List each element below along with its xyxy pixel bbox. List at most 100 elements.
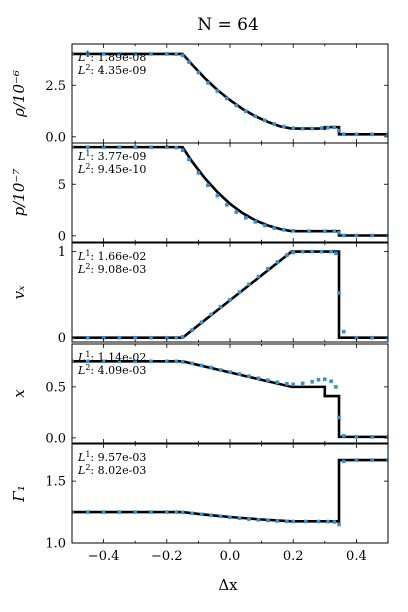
data-point (133, 145, 137, 149)
simulation-points-x (72, 359, 388, 439)
y-tick-label: 5 (58, 178, 66, 193)
data-point (337, 230, 341, 235)
data-point (323, 377, 327, 382)
data-point (237, 372, 242, 376)
data-point (72, 145, 74, 149)
y-tick-label: 1.0 (45, 537, 66, 552)
data-point (341, 459, 346, 464)
data-point (190, 328, 194, 332)
y-axis-label-x: x (10, 389, 28, 398)
error-l2-key: L (77, 364, 85, 377)
data-point (256, 274, 261, 279)
data-point (275, 260, 280, 264)
error-l1-key: L (77, 451, 85, 464)
data-point (253, 114, 258, 118)
data-point (165, 52, 169, 56)
data-point (149, 359, 153, 364)
data-point (199, 320, 204, 324)
data-point (174, 335, 179, 340)
data-point (386, 132, 388, 137)
error-l1-sup: 1 (85, 350, 90, 359)
data-point (149, 335, 153, 340)
simulation-points-rho (72, 52, 388, 137)
data-point (117, 510, 122, 514)
data-point (291, 126, 295, 130)
error-l1-gamma: L1: 9.57e-03 (77, 450, 146, 464)
data-point (329, 249, 333, 254)
data-point (86, 335, 90, 340)
data-point (300, 249, 305, 254)
data-point (228, 298, 232, 302)
data-point (341, 233, 346, 238)
data-point (337, 128, 341, 133)
error-l2-x: L2: 4.09e-03 (77, 363, 146, 377)
data-point (165, 145, 169, 149)
error-l2-sup: 2 (85, 363, 90, 372)
data-point (196, 70, 201, 75)
data-point (281, 124, 286, 129)
data-point (117, 52, 122, 56)
data-point (218, 304, 223, 309)
error-l1-value: : 9.57e-03 (90, 451, 146, 464)
x-tick-label: 0.4 (346, 549, 367, 564)
data-point (72, 52, 74, 56)
data-point (86, 359, 90, 364)
data-point (133, 510, 137, 514)
y-tick-label: 0.0 (45, 130, 66, 145)
error-l1-sup: 1 (85, 249, 90, 258)
data-point (228, 515, 232, 520)
error-l2-key: L (77, 464, 85, 477)
data-point (218, 514, 223, 519)
data-point (228, 370, 232, 374)
data-point (149, 52, 153, 56)
data-point (262, 223, 267, 228)
error-l2-sup: 2 (85, 463, 90, 472)
data-point (291, 229, 295, 233)
data-point (291, 519, 295, 524)
data-point (244, 109, 248, 114)
data-point (234, 210, 239, 214)
data-point (133, 359, 137, 364)
data-point (86, 145, 90, 149)
data-point (247, 282, 251, 287)
data-point (304, 519, 308, 524)
data-point (149, 510, 153, 514)
data-point (174, 145, 179, 150)
error-l2-p: L2: 9.45e-10 (77, 162, 146, 176)
data-point (310, 126, 314, 131)
data-point (247, 374, 251, 378)
data-point (386, 435, 388, 439)
data-point (101, 145, 106, 149)
data-point (165, 359, 169, 364)
data-point (190, 361, 194, 366)
error-l1-key: L (77, 250, 85, 263)
data-point (180, 360, 185, 364)
y-axis-label-vx: vₓ (10, 285, 28, 299)
data-point (337, 522, 341, 527)
data-point (307, 229, 311, 233)
data-point (165, 335, 169, 340)
simulation-points-gamma (72, 458, 388, 527)
data-point (209, 365, 213, 370)
data-point (225, 96, 229, 101)
error-l1-x: L1: 1.14e-02 (77, 350, 146, 364)
data-point (275, 380, 280, 385)
data-point (354, 233, 359, 238)
error-l2-value: : 9.08e-03 (90, 263, 146, 276)
error-l1-sup: 1 (85, 450, 90, 459)
data-point (225, 203, 229, 207)
error-l1-rho: L1: 1.89e-08 (77, 50, 146, 64)
data-point (86, 510, 90, 514)
error-l2-rho: L2: 4.35e-09 (77, 63, 146, 77)
data-point (370, 435, 374, 439)
error-l2-gamma: L2: 8.02e-03 (77, 463, 146, 477)
data-point (209, 513, 213, 518)
error-l2-value: : 8.02e-03 (90, 464, 146, 477)
y-axis-label-p: p/10⁻⁷ (10, 169, 28, 217)
data-point (310, 249, 314, 254)
error-l1-key: L (77, 51, 85, 64)
data-point (319, 249, 324, 254)
